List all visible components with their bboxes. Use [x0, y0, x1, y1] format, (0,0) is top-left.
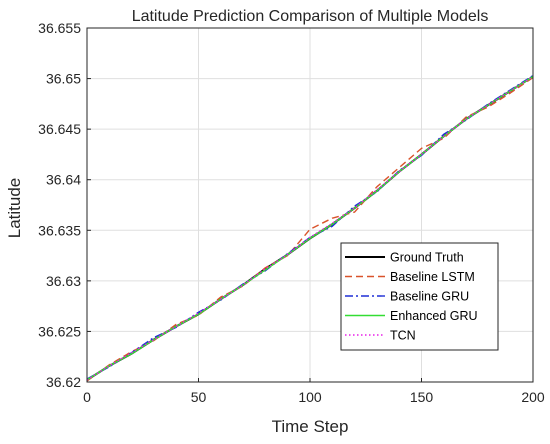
legend-label: Baseline GRU — [390, 290, 469, 304]
x-axis-label: Time Step — [272, 417, 349, 436]
series-group — [86, 74, 534, 382]
x-tick-label: 0 — [83, 389, 91, 405]
chart-title: Latitude Prediction Comparison of Multip… — [132, 8, 489, 25]
legend-label: Ground Truth — [390, 251, 464, 265]
y-tick-label: 36.645 — [38, 121, 81, 137]
y-tick-label: 36.62 — [46, 374, 81, 390]
y-tick-label: 36.64 — [46, 172, 81, 188]
x-tick-label: 150 — [410, 389, 434, 405]
axis-ticks: 0 50 100 150 200 36.62 36.625 36.63 36.635 36.64 3… — [38, 20, 545, 405]
x-tick-label: 200 — [521, 389, 545, 405]
y-tick-label: 36.625 — [38, 323, 81, 339]
legend-label: TCN — [390, 329, 416, 343]
x-tick-label: 100 — [298, 389, 322, 405]
y-tick-label: 36.635 — [38, 222, 81, 238]
x-tick-label: 50 — [191, 389, 207, 405]
y-tick-label: 36.655 — [38, 20, 81, 36]
series-line-enhanced-gru — [86, 75, 534, 381]
y-tick-label: 36.65 — [46, 71, 81, 87]
y-tick-label: 36.63 — [46, 273, 81, 289]
y-axis-label: Latitude — [5, 178, 24, 239]
legend-label: Baseline LSTM — [390, 270, 475, 284]
legend-label: Enhanced GRU — [390, 309, 478, 323]
legend: Ground Truth Baseline LSTM Baseline GRU Enh… — [340, 242, 499, 351]
series-line-tcn — [86, 75, 534, 381]
